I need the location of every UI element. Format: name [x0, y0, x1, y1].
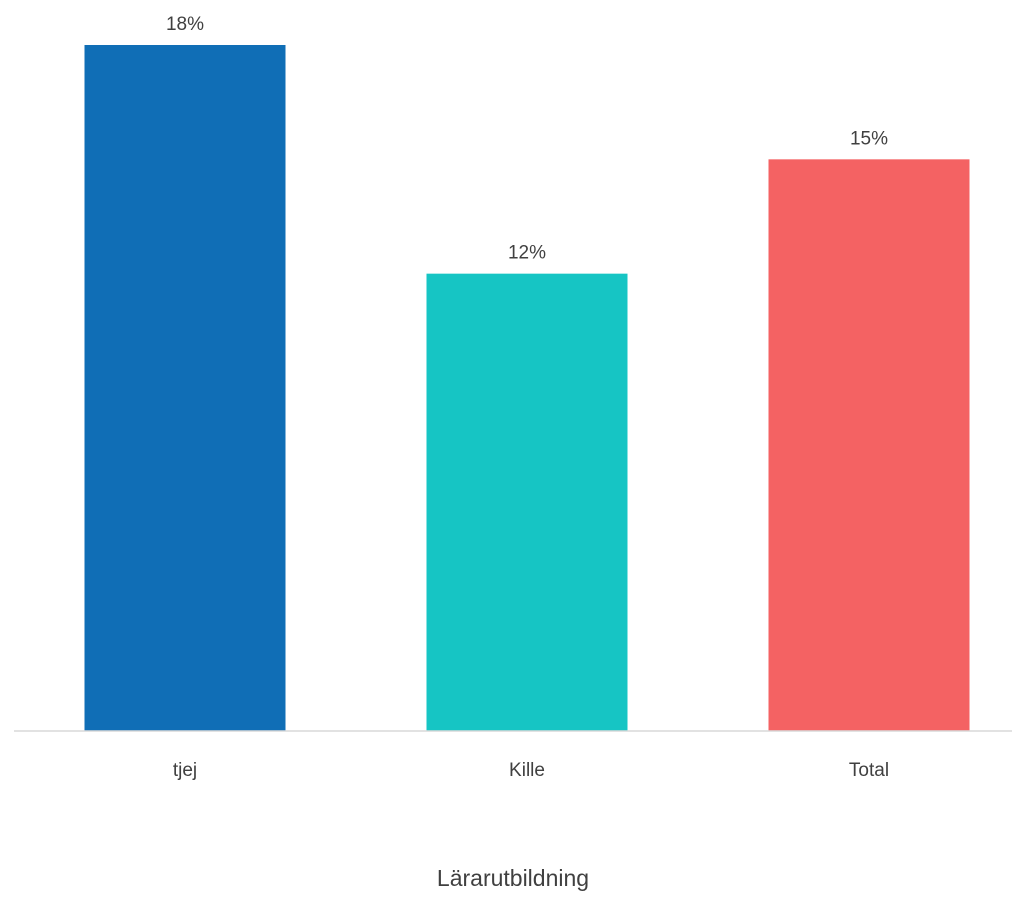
bar-total: [768, 159, 970, 732]
x-tick-label-tjej: tjej: [173, 760, 197, 781]
bar-tjej: [84, 45, 286, 731]
x-tick-labels-group: tjej Kille Total: [173, 760, 889, 781]
bars-group: [84, 45, 970, 732]
data-label-kille: 12%: [508, 243, 546, 264]
data-labels-group: 18% 12% 15%: [166, 14, 888, 264]
data-label-total: 15%: [850, 128, 888, 149]
x-tick-label-total: Total: [849, 760, 889, 781]
bar-kille: [426, 273, 628, 731]
data-label-tjej: 18%: [166, 14, 204, 35]
x-axis-title: Lärarutbildning: [436, 865, 590, 891]
x-tick-label-kille: Kille: [509, 760, 545, 781]
